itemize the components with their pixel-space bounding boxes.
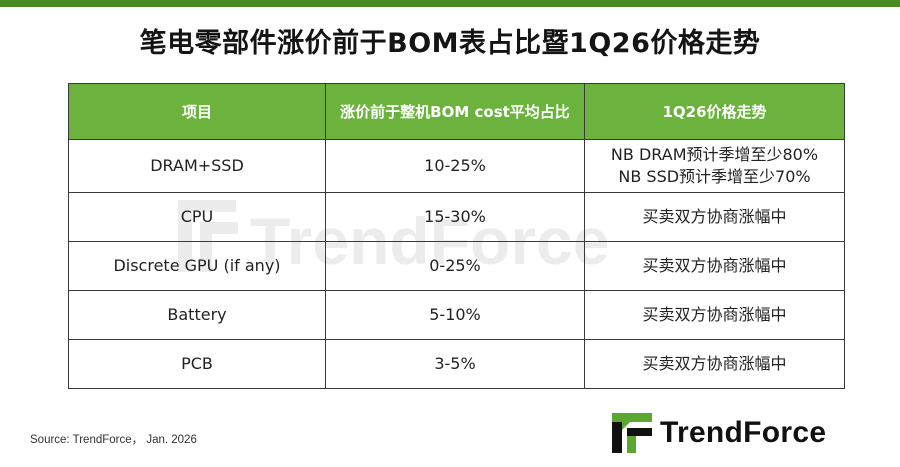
logo-text: TrendForce xyxy=(660,416,827,449)
cell-trend: 买卖双方协商涨幅中 xyxy=(584,192,845,242)
source-note: Source: TrendForce， Jan. 2026 xyxy=(30,434,197,446)
cell-trend: 买卖双方协商涨幅中 xyxy=(584,241,845,291)
cell-item: Discrete GPU (if any) xyxy=(68,241,326,291)
trendforce-logo-icon xyxy=(612,413,652,453)
table-row: DRAM+SSD 10-25% NB DRAM预计季增至少80% NB SSD预… xyxy=(68,139,845,193)
table-row: Battery 5-10% 买卖双方协商涨幅中 xyxy=(68,290,845,340)
page-title: 笔电零部件涨价前于BOM表占比暨1Q26价格走势 xyxy=(139,28,761,59)
cell-item: CPU xyxy=(68,192,326,242)
cell-trend: NB DRAM预计季增至少80% NB SSD预计季增至少70% xyxy=(584,139,845,193)
header-bom-share: 涨价前于整机BOM cost平均占比 xyxy=(325,83,585,140)
cell-item: PCB xyxy=(68,339,326,389)
trend-line: NB DRAM预计季增至少80% xyxy=(610,145,819,164)
bom-share-table: 项目 涨价前于整机BOM cost平均占比 1Q26价格走势 DRAM+SSD … xyxy=(68,83,845,389)
cell-trend: 买卖双方协商涨幅中 xyxy=(584,290,845,340)
cell-share: 3-5% xyxy=(325,339,585,389)
cell-share: 5-10% xyxy=(325,290,585,340)
table-row: CPU 15-30% 买卖双方协商涨幅中 xyxy=(68,192,845,242)
trend-line: NB SSD预计季增至少70% xyxy=(618,167,811,186)
table-row: Discrete GPU (if any) 0-25% 买卖双方协商涨幅中 xyxy=(68,241,845,291)
table-row: PCB 3-5% 买卖双方协商涨幅中 xyxy=(68,339,845,389)
header-item: 项目 xyxy=(68,83,326,140)
cell-share: 15-30% xyxy=(325,192,585,242)
top-accent-bar xyxy=(0,0,900,7)
cell-trend: 买卖双方协商涨幅中 xyxy=(584,339,845,389)
header-price-trend: 1Q26价格走势 xyxy=(584,83,845,140)
table-header-row: 项目 涨价前于整机BOM cost平均占比 1Q26价格走势 xyxy=(68,83,845,140)
cell-share: 0-25% xyxy=(325,241,585,291)
cell-share: 10-25% xyxy=(325,139,585,193)
cell-item: Battery xyxy=(68,290,326,340)
cell-item: DRAM+SSD xyxy=(68,139,326,193)
trendforce-logo: TrendForce xyxy=(612,411,826,455)
